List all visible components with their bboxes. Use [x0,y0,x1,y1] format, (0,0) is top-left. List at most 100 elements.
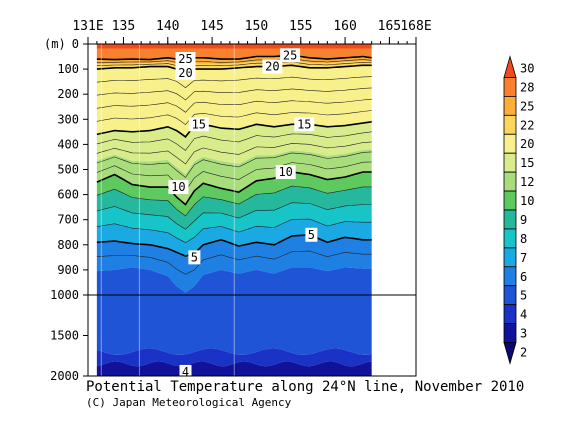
contour-band [96,361,372,376]
contour-label: 25 [283,48,297,62]
colorbar-label: 9 [520,213,527,227]
y-tick-label: 100 [57,62,79,76]
colorbar-swatch [503,285,517,306]
contour-label: 20 [178,66,192,80]
isotherm-line [96,131,372,151]
contour-band [96,348,372,367]
isotherm-line [96,171,372,206]
contour-label: 10 [278,165,292,179]
x-tick-label: 155 [289,19,312,34]
colorbar-label: 8 [520,232,527,246]
colorbar-label: 20 [520,137,534,151]
colorbar-label: 12 [520,175,534,189]
colorbar-label: 5 [520,289,527,303]
isotherm-line [96,98,372,113]
isotherm-line [96,233,372,257]
isotherm-line [96,64,372,77]
isotherm-line [96,54,372,66]
colorbar-swatch [503,323,517,343]
chart-title: Potential Temperature along 24°N line, N… [86,379,525,395]
isotherm-line [96,161,372,192]
y-tick-label: 400 [57,137,79,151]
colorbar-swatch [503,190,517,211]
contour-label-bg [262,59,283,74]
isotherm-line [96,141,372,165]
colorbar-label: 3 [520,327,527,341]
contour-label-bg [175,52,196,67]
colorbar-swatch [503,209,517,230]
contour-label-bg [179,364,192,379]
contour-label: 5 [191,250,198,264]
colorbar-swatch [503,77,517,97]
x-tick-label: 165 [378,19,401,34]
colorbar-label: 6 [520,270,527,284]
colorbar-label: 30 [520,62,534,76]
contour-label-bg [294,117,315,132]
contour-label-bg [280,48,301,63]
colorbar-swatch [503,171,517,192]
vertical-grid-lines [100,44,235,376]
contour-band [96,267,372,355]
x-tick-label: 150 [245,19,268,34]
contour-bands [96,44,372,376]
isotherm-line [96,61,372,72]
y-tick-label: 700 [57,213,79,227]
contour-band [96,186,372,230]
plot-border [87,43,417,377]
credit-text: (C) Japan Meteorological Agency [86,396,292,409]
isotherm-line [96,58,372,69]
isotherm-line [96,250,372,275]
colorbar-swatch [503,152,517,173]
contour-label-bg [188,250,201,265]
colorbar-label: 25 [520,99,534,113]
y-tick-label: 600 [57,188,79,202]
y-tick-label: 1000 [50,288,79,302]
colorbar-swatch [503,228,517,249]
y-tick-label: 2000 [50,369,79,383]
colorbar-top-arrow [503,55,517,78]
y-tick-label: 500 [57,163,79,177]
colorbar-label: 10 [520,194,534,208]
colorbar-swatch [503,247,517,268]
contour-band [96,202,372,243]
y-tick-label: 200 [57,87,79,101]
x-axis: 131E 135 140 145 150 155 160 165 168E [72,19,432,44]
y-tick-label: 0 [72,37,79,51]
isotherm-line [96,121,372,139]
colorbar-label: 4 [520,308,527,322]
y-tick-label: 1500 [50,329,79,343]
isotherm-lines [96,54,372,275]
contour-label-bg [175,65,196,80]
isotherm-line [96,202,372,230]
contour-label-bg [305,227,318,242]
contour-band [96,121,372,175]
contour-band [96,55,372,70]
colorbar-bottom-arrow [503,342,517,365]
colorbar-swatch [503,114,517,135]
colorbar-label: 15 [520,156,534,170]
y-tick-label: 300 [57,112,79,126]
colorbar-swatch [503,304,517,324]
contour-band [96,219,372,257]
colorbar-label: 7 [520,251,527,265]
x-tick-label: 168E [400,19,431,34]
colorbar-swatch [503,96,517,116]
contour-label-bg [275,165,296,180]
x-tick-label: 145 [200,19,223,34]
contour-label-bg [188,117,209,132]
contour-label: 15 [297,117,311,131]
colorbar-swatch [503,266,517,287]
x-tick-label: 160 [333,19,356,34]
isotherm-line [96,110,372,126]
isotherm-line [96,151,372,178]
contour-label: 10 [171,180,185,194]
contour-label: 5 [308,228,315,242]
contour-label-bg [168,180,189,195]
contour-band [96,234,372,293]
isotherm-line [96,218,372,244]
contour-band [96,172,372,216]
isotherm-line [96,185,372,217]
contour-band [96,48,372,65]
colorbar-label: 22 [520,118,534,132]
